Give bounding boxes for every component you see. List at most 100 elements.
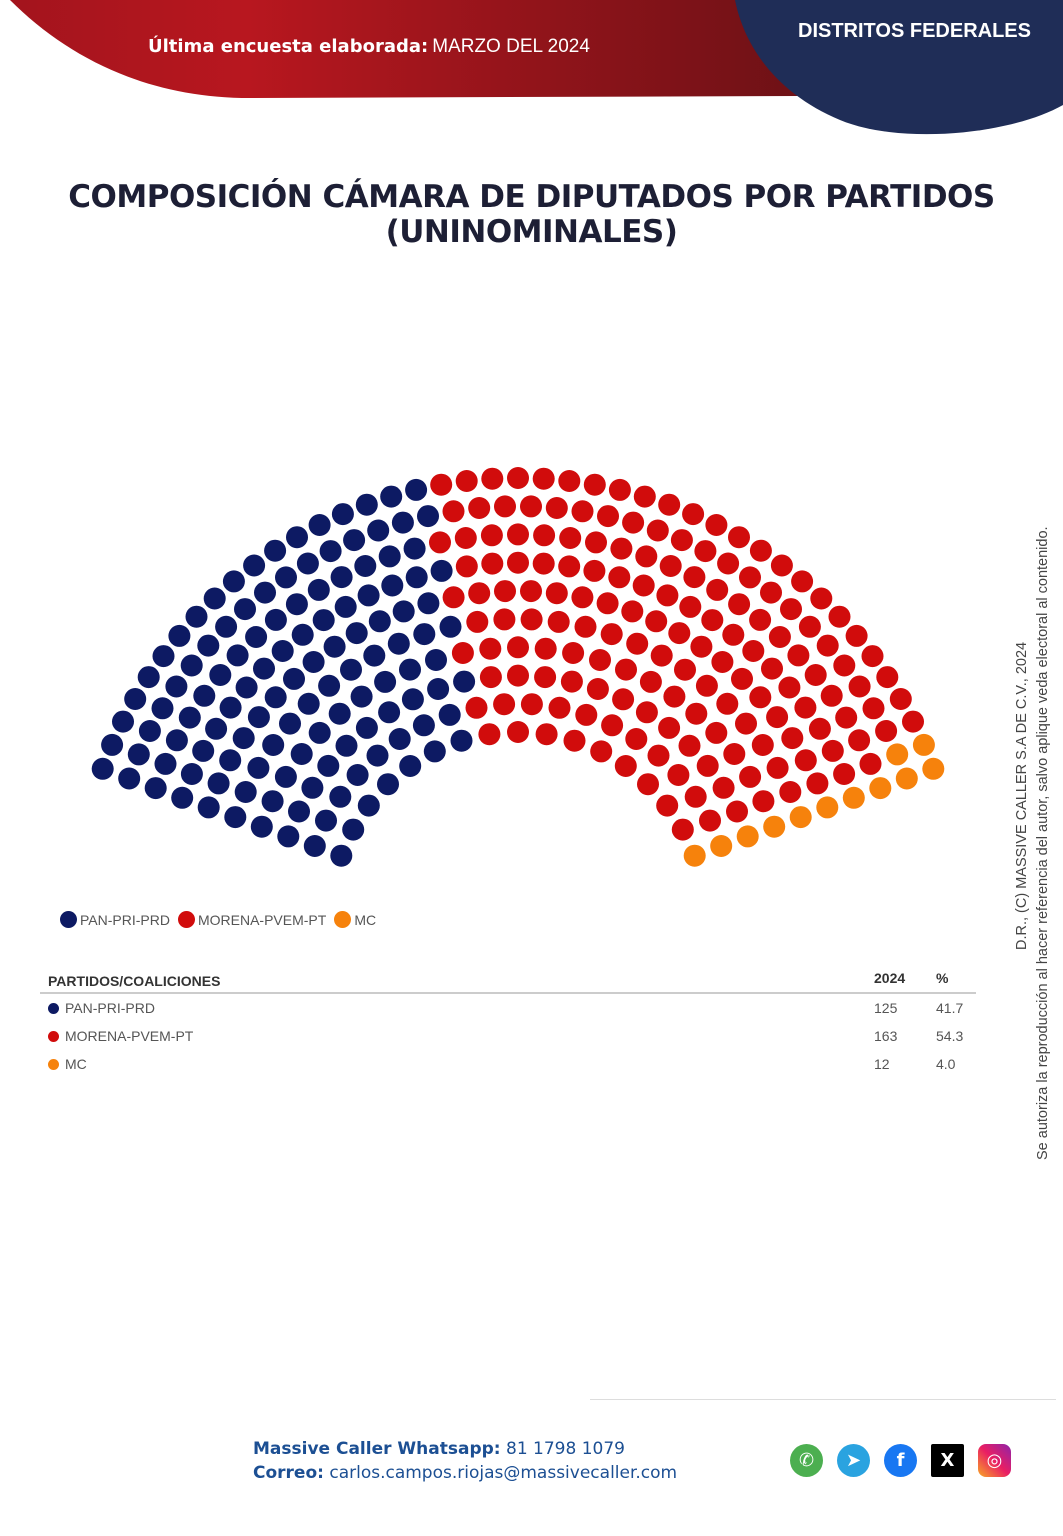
- seat-pan-pri-prd: [297, 692, 320, 715]
- seat-morena-pvem-pt: [451, 642, 474, 664]
- seat-pan-pri-prd: [283, 667, 305, 690]
- seat-pan-pri-prd: [374, 670, 397, 693]
- seat-morena-pvem-pt: [507, 664, 529, 687]
- seat-pan-pri-prd: [427, 678, 450, 700]
- survey-label: Última encuesta elaborada:: [148, 36, 429, 57]
- seat-pan-pri-prd: [235, 676, 258, 699]
- seat-morena-pvem-pt: [848, 729, 871, 752]
- seat-morena-pvem-pt: [480, 524, 503, 547]
- seat-morena-pvem-pt: [722, 623, 745, 646]
- seat-pan-pri-prd: [138, 720, 161, 742]
- seat-pan-pri-prd: [118, 767, 141, 790]
- seat-morena-pvem-pt: [520, 580, 542, 603]
- seat-morena-pvem-pt: [507, 467, 529, 489]
- seat-morena-pvem-pt: [597, 505, 619, 528]
- seat-pan-pri-prd: [357, 794, 380, 817]
- copyright-line-1: D.R., (C) MASSIVE CALLER S.A DE C.V., 20…: [1014, 641, 1030, 950]
- seat-morena-pvem-pt: [532, 467, 555, 490]
- seat-morena-pvem-pt: [699, 809, 721, 832]
- seat-morena-pvem-pt: [787, 644, 810, 667]
- seat-morena-pvem-pt: [571, 586, 594, 609]
- chart-title: COMPOSICIÓN CÁMARA DE DIPUTADOS POR PART…: [0, 180, 1063, 250]
- seat-morena-pvem-pt: [545, 497, 568, 519]
- survey-info: Última encuesta elaborada: MARZO DEL 2024: [148, 36, 590, 58]
- seat-pan-pri-prd: [178, 706, 201, 729]
- seat-morena-pvem-pt: [728, 593, 751, 616]
- seat-pan-pri-prd: [412, 714, 435, 737]
- party-dot: [48, 1002, 59, 1014]
- seat-morena-pvem-pt: [454, 527, 477, 549]
- party-name: MC: [65, 1056, 87, 1072]
- seat-morena-pvem-pt: [466, 610, 489, 633]
- seat-morena-pvem-pt: [559, 527, 582, 549]
- seat-morena-pvem-pt: [731, 667, 753, 690]
- instagram-icon[interactable]: ◎: [978, 1444, 1011, 1477]
- percent: 41.7: [936, 1000, 964, 1016]
- seat-pan-pri-prd: [317, 754, 340, 777]
- seat-pan-pri-prd: [185, 605, 208, 628]
- seat-morena-pvem-pt: [760, 581, 782, 604]
- seat-pan-pri-prd: [346, 764, 369, 786]
- facebook-icon[interactable]: f: [884, 1444, 917, 1477]
- copyright-line-2: Se autoriza la reproducción al hacer ref…: [1035, 526, 1051, 1160]
- seat-pan-pri-prd: [165, 675, 188, 698]
- seat-morena-pvem-pt: [723, 743, 746, 765]
- seat-pan-pri-prd: [254, 581, 276, 604]
- seat-pan-pri-prd: [399, 658, 421, 681]
- seat-pan-pri-prd: [193, 684, 216, 707]
- seat-morena-pvem-pt: [656, 584, 679, 607]
- seat-morena-pvem-pt: [625, 728, 648, 750]
- seat-pan-pri-prd: [387, 632, 410, 655]
- table-row: MC 12 4.0: [40, 1050, 976, 1078]
- seat-pan-pri-prd: [302, 651, 325, 673]
- seat-morena-pvem-pt: [678, 734, 701, 757]
- seat-pan-pri-prd: [378, 701, 401, 724]
- seat-morena-pvem-pt: [601, 714, 624, 737]
- seat-pan-pri-prd: [312, 609, 335, 632]
- seat-pan-pri-prd: [367, 519, 390, 542]
- seat-pan-pri-prd: [330, 844, 353, 867]
- seat-morena-pvem-pt: [671, 818, 694, 841]
- seat-morena-pvem-pt: [589, 649, 611, 671]
- email-link[interactable]: carlos.campos.riojas@massivecaller.com: [329, 1463, 678, 1483]
- seat-morena-pvem-pt: [479, 666, 502, 689]
- seat-morena-pvem-pt: [828, 605, 851, 628]
- seat-pan-pri-prd: [168, 624, 191, 647]
- seat-pan-pri-prd: [234, 781, 257, 803]
- seat-morena-pvem-pt: [749, 608, 772, 631]
- whatsapp-number[interactable]: 81 1798 1079: [506, 1439, 625, 1459]
- seat-pan-pri-prd: [399, 755, 422, 777]
- header-banner: [10, 0, 1063, 135]
- seat-pan-pri-prd: [377, 773, 399, 796]
- header-year: 2024: [874, 970, 906, 986]
- seat-morena-pvem-pt: [650, 644, 673, 667]
- seat-morena-pvem-pt: [455, 470, 478, 492]
- seat-pan-pri-prd: [250, 815, 273, 838]
- seat-morena-pvem-pt: [574, 615, 597, 638]
- seat-morena-pvem-pt: [781, 727, 804, 750]
- whatsapp-icon[interactable]: ✆: [790, 1444, 823, 1477]
- seat-morena-pvem-pt: [690, 635, 713, 658]
- seat-morena-pvem-pt: [798, 615, 821, 638]
- legend-dot: [177, 911, 195, 928]
- copyright-notice: D.R., (C) MASSIVE CALLER S.A DE C.V., 20…: [1012, 400, 1054, 1160]
- seat-pan-pri-prd: [279, 712, 301, 735]
- seat-morena-pvem-pt: [804, 664, 827, 686]
- table-header: PARTIDOS/COALICIONES 2024 %: [40, 966, 976, 994]
- telegram-icon[interactable]: ➤: [837, 1444, 870, 1477]
- seat-morena-pvem-pt: [794, 749, 817, 772]
- seat-pan-pri-prd: [165, 729, 188, 752]
- seat-mc: [912, 733, 935, 756]
- seat-mc: [683, 844, 706, 867]
- percent: 4.0: [936, 1056, 956, 1072]
- legend-label: PAN-PRI-PRD: [80, 911, 170, 928]
- seat-morena-pvem-pt: [442, 586, 465, 609]
- seat-mc: [789, 806, 812, 829]
- seat-pan-pri-prd: [425, 649, 447, 671]
- seat-morena-pvem-pt: [632, 574, 655, 597]
- seat-morena-pvem-pt: [534, 637, 557, 660]
- seat-morena-pvem-pt: [779, 781, 802, 803]
- seat-morena-pvem-pt: [667, 764, 690, 786]
- x-icon[interactable]: X: [931, 1444, 964, 1477]
- seat-pan-pri-prd: [288, 800, 310, 823]
